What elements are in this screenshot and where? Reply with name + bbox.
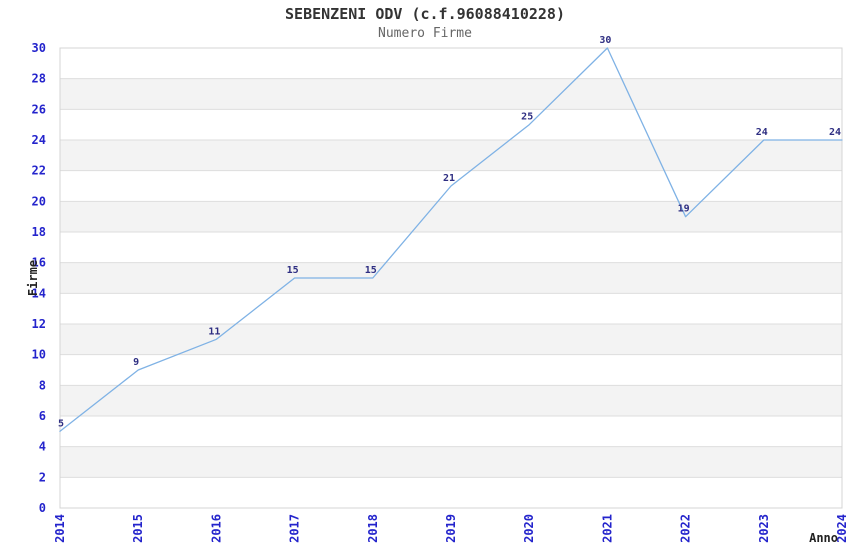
y-tick-label: 26 (32, 102, 46, 116)
x-tick-label: 2023 (757, 514, 771, 543)
x-tick-label: 2020 (522, 514, 536, 543)
plot-band (60, 385, 842, 416)
plot-border (59, 47, 843, 509)
data-point-label: 24 (756, 127, 768, 138)
y-tick-label: 30 (32, 41, 46, 55)
y-tick-label: 18 (32, 225, 46, 239)
data-point-label: 5 (58, 418, 64, 429)
y-tick-label: 16 (32, 256, 46, 270)
x-tick-label: 2018 (366, 514, 380, 543)
data-point-label: 9 (133, 357, 139, 368)
y-tick-label: 28 (32, 72, 46, 86)
x-axis-title: Anno (809, 531, 838, 545)
data-point-label: 19 (678, 204, 690, 215)
plot-band (60, 201, 842, 232)
x-tick-label: 2017 (288, 514, 302, 543)
y-axis-title: Firme (26, 260, 40, 296)
data-point-label: 15 (365, 265, 377, 276)
x-tick-label: 2019 (444, 514, 458, 543)
plot-band (60, 446, 842, 478)
x-tick-label: 2022 (679, 514, 693, 543)
y-tick-label: 8 (39, 378, 46, 392)
x-tick-label: 2015 (131, 514, 145, 543)
data-point-label: 24 (829, 127, 841, 138)
y-tick-label: 6 (39, 409, 46, 423)
plot-band (60, 140, 842, 171)
chart-title: SEBENZENI ODV (c.f.96088410228) (285, 5, 565, 23)
y-tick-label: 12 (32, 317, 46, 331)
y-tick-label: 10 (32, 348, 46, 362)
plot-band (60, 262, 842, 294)
series-line (59, 47, 843, 432)
plot-band (60, 324, 842, 355)
x-tick-label: 2021 (600, 514, 614, 543)
data-point-label: 21 (443, 173, 455, 184)
data-point-label: 11 (208, 326, 220, 337)
x-tick-label: 2024 (835, 514, 849, 543)
y-tick-label: 0 (39, 501, 46, 515)
y-tick-label: 14 (32, 286, 46, 300)
data-point-label: 30 (599, 35, 611, 46)
y-tick-label: 22 (32, 164, 46, 178)
x-tick-label: 2014 (53, 514, 67, 543)
y-tick-label: 24 (32, 133, 46, 147)
x-tick-label: 2016 (209, 514, 223, 543)
plot-band (60, 78, 842, 110)
data-point-label: 25 (521, 112, 533, 123)
y-tick-label: 20 (32, 194, 46, 208)
data-point-label: 15 (287, 265, 299, 276)
chart-subtitle: Numero Firme (378, 26, 472, 41)
y-tick-label: 4 (39, 440, 46, 454)
y-tick-label: 2 (39, 470, 46, 484)
